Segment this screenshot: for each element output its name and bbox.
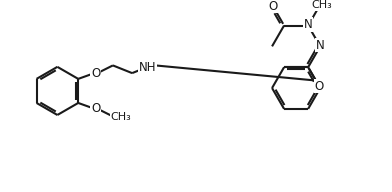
Text: O: O (91, 67, 100, 80)
Text: CH₃: CH₃ (110, 112, 131, 122)
Text: NH: NH (139, 61, 156, 74)
Text: N: N (304, 18, 312, 31)
Text: O: O (315, 80, 324, 93)
Text: CH₃: CH₃ (311, 1, 332, 11)
Text: N: N (316, 39, 325, 52)
Text: O: O (269, 0, 278, 13)
Text: O: O (91, 102, 100, 115)
